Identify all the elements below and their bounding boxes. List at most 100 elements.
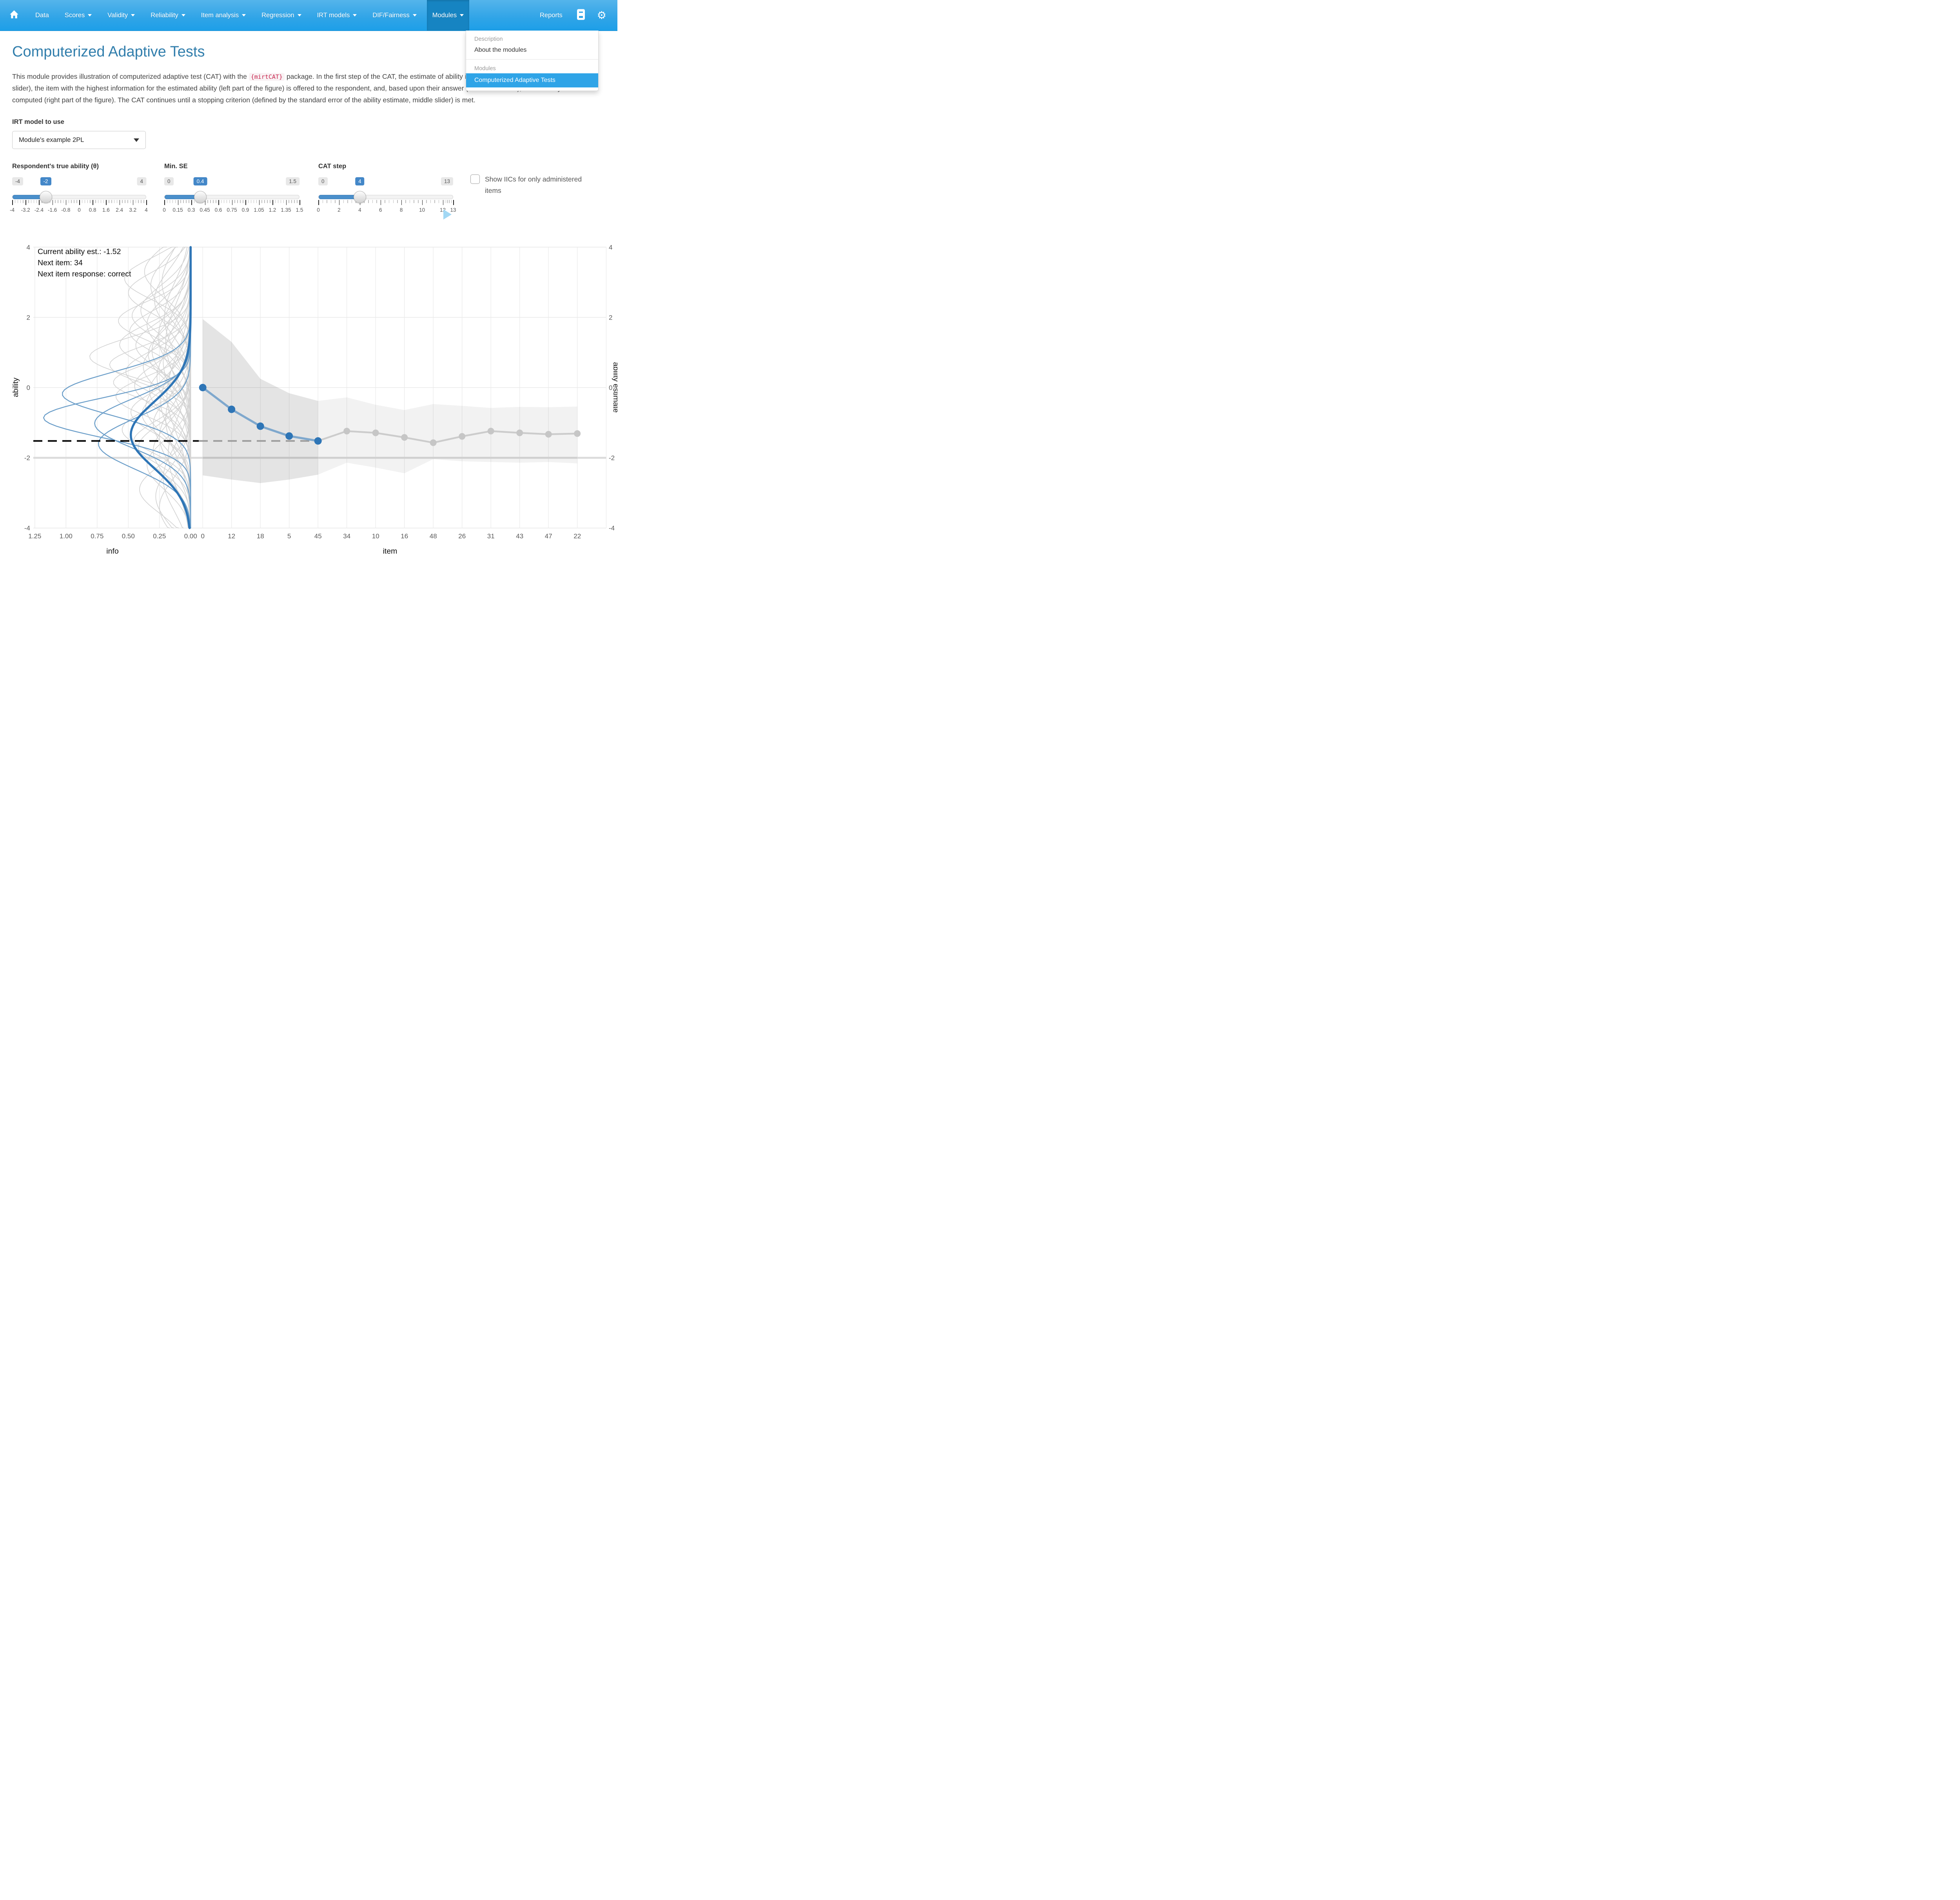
slider-cat-step: CAT step 0 13 4 0 2 4 6 8 10 12 13 [317, 163, 456, 218]
item-axis-tick: 45 [314, 532, 322, 540]
item-axis-tick: 16 [401, 532, 408, 540]
slider-track[interactable] [12, 195, 146, 199]
slider-ticks [12, 200, 147, 207]
y-axis-title-right: ability estimate [612, 362, 617, 413]
slider-track[interactable] [164, 195, 299, 199]
slider-tick-labels: 0 2 4 6 8 10 12 13 [317, 207, 456, 213]
slider-handle[interactable] [194, 191, 207, 203]
nav-label: DIF/Fairness [372, 11, 410, 19]
future-estimate-point [574, 430, 581, 437]
caret-down-icon [88, 14, 92, 16]
dropdown-divider [466, 59, 598, 60]
nav-item-dif-fairness[interactable]: DIF/Fairness [367, 0, 422, 31]
slider-min-se: Min. SE 0 1.5 0.4 0 0.15 0.3 0.45 0.6 0.75 0.9 1.05… [163, 163, 303, 218]
y-axis-tick-right: 0 [609, 384, 612, 392]
slider-value-label: 4 [355, 177, 365, 185]
slider-tick-labels: -4 -3.2 -2.4 -1.6 -0.8 0 0.8 1.6 2.4 3.2 4 [9, 207, 148, 213]
menu-item-about-the-modules[interactable]: About the modules [474, 47, 527, 53]
book-icon [576, 9, 586, 22]
future-estimate-point [545, 431, 552, 438]
nav-label: Data [35, 11, 49, 19]
future-estimate-point [401, 434, 408, 441]
nav-label: IRT models [317, 11, 350, 19]
info-axis-tick: 0.75 [91, 532, 103, 540]
book-button[interactable] [570, 0, 592, 31]
irt-model-select[interactable]: Module's example 2PL [12, 131, 146, 149]
cat-chart: Current ability est.: -1.52 Next item: 34… [0, 233, 620, 570]
show-iics-checkbox-row[interactable]: Show IICs for only administered items [470, 174, 600, 196]
slider-label: CAT step [318, 163, 347, 170]
item-axis-tick: 0 [201, 532, 204, 540]
slider-true-ability: Respondent's true ability (θ) -4 4 -2 -4 -3.2… [9, 163, 148, 218]
navbar: Data Scores Validity Reliability Item an… [0, 0, 617, 31]
slider-label: Min. SE [164, 163, 188, 170]
estimate-point [199, 384, 207, 391]
slider-tick-labels: 0 0.15 0.3 0.45 0.6 0.75 0.9 1.05 1.2 1.35 1.5 [163, 207, 303, 213]
mirtcat-code-token: {mirtCAT} [249, 73, 285, 81]
chart-annotation: Next item: 34 [38, 259, 83, 267]
irt-model-selected-value: Module's example 2PL [19, 136, 84, 143]
item-axis-tick: 10 [372, 532, 379, 540]
y-axis-tick-right: -2 [609, 454, 615, 462]
home-icon [9, 10, 19, 21]
nav-item-irt-models[interactable]: IRT models [312, 0, 363, 31]
modules-dropdown-menu: Description About the modules Modules Co… [466, 31, 599, 91]
nav-label: Validity [107, 11, 128, 19]
item-axis-tick: 18 [257, 532, 264, 540]
caret-down-icon [412, 14, 417, 16]
y-axis-tick-left: 2 [27, 314, 30, 321]
iic-curve [129, 246, 192, 529]
caret-down-icon [460, 14, 464, 16]
nav-item-data[interactable]: Data [30, 0, 54, 31]
future-estimate-point [430, 439, 437, 446]
irt-model-label: IRT model to use [12, 118, 64, 125]
nav-label: Regression [261, 11, 294, 19]
navbar-right-group: Reports ⚙ [532, 0, 612, 31]
nav-item-validity[interactable]: Validity [102, 0, 140, 31]
nav-item-modules[interactable]: Modules [426, 0, 470, 31]
estimate-point [285, 432, 293, 440]
y-axis-tick-right: 2 [609, 314, 612, 321]
slider-label: Respondent's true ability (θ) [12, 163, 99, 170]
nav-home[interactable] [3, 0, 25, 31]
item-axis-tick: 47 [545, 532, 552, 540]
future-estimate-point [372, 429, 379, 436]
settings-button[interactable]: ⚙ [592, 0, 612, 31]
slider-track[interactable] [318, 195, 453, 199]
nav-item-reliability[interactable]: Reliability [145, 0, 191, 31]
item-axis-tick: 31 [487, 532, 495, 540]
y-axis-title-left: ability [11, 378, 20, 397]
nav-item-reports[interactable]: Reports [534, 0, 568, 31]
nav-item-item-analysis[interactable]: Item analysis [196, 0, 251, 31]
item-axis-tick: 5 [287, 532, 291, 540]
slider-min-label: 0 [318, 177, 328, 185]
slider-handle[interactable] [353, 191, 366, 203]
nav-label: Reports [540, 11, 563, 19]
y-axis-tick-left: 4 [27, 243, 30, 251]
estimate-point [314, 437, 322, 445]
estimate-point [228, 405, 236, 413]
play-animation-button[interactable] [443, 209, 452, 220]
nav-item-scores[interactable]: Scores [59, 0, 97, 31]
caret-down-icon [181, 14, 185, 16]
slider-ticks [318, 200, 454, 207]
nav-item-regression[interactable]: Regression [256, 0, 307, 31]
item-axis-tick: 22 [573, 532, 581, 540]
slider-handle[interactable] [39, 191, 52, 203]
intro-text: This module provides illustration of com… [12, 72, 249, 80]
future-estimate-point [487, 428, 494, 435]
chart-svg: Current ability est.: -1.52 Next item: 34… [11, 243, 620, 556]
checkbox[interactable] [470, 174, 480, 184]
item-axis-tick: 12 [228, 532, 235, 540]
dropdown-header-modules: Modules [474, 65, 496, 72]
gear-icon: ⚙ [597, 9, 606, 21]
nav-label: Item analysis [201, 11, 239, 19]
future-estimate-point [516, 429, 523, 436]
caret-down-icon [242, 14, 246, 16]
menu-item-computerized-adaptive-tests[interactable]: Computerized Adaptive Tests [466, 73, 598, 87]
dropdown-header-description: Description [474, 36, 503, 42]
item-axis-title: item [383, 547, 397, 556]
slider-max-label: 13 [441, 177, 453, 185]
y-axis-tick-left: -2 [24, 454, 30, 462]
info-axis-tick: 0.50 [122, 532, 135, 540]
